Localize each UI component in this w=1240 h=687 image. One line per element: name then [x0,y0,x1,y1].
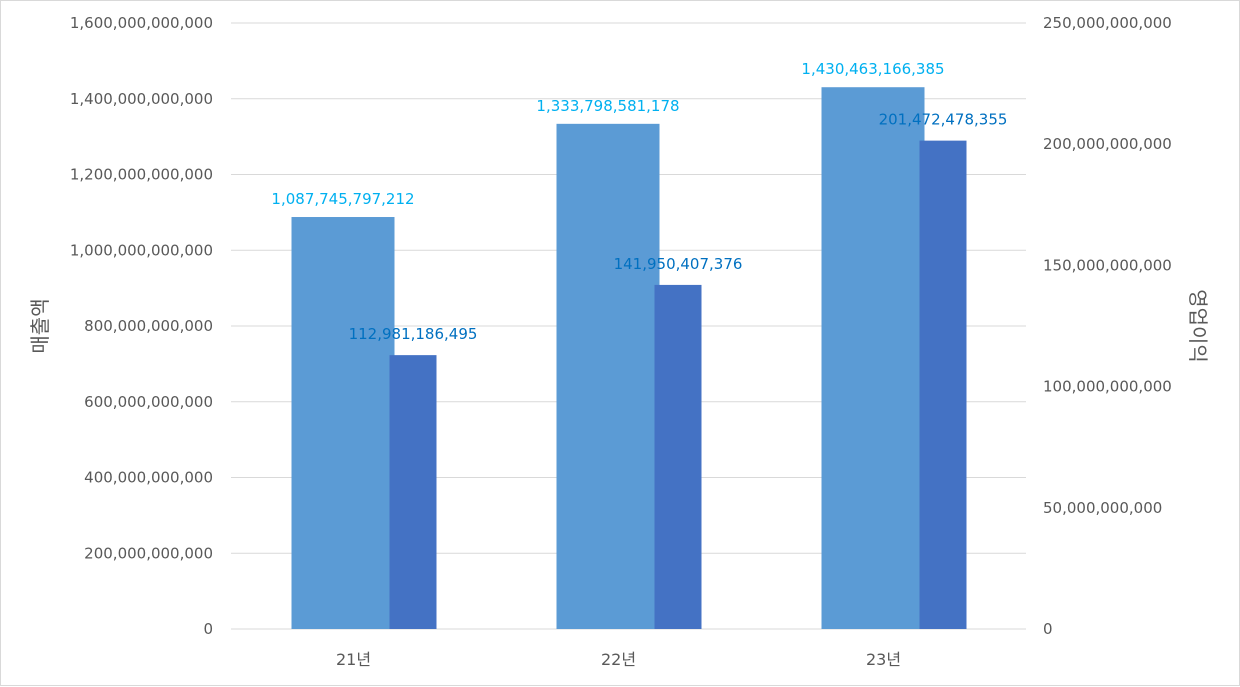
left-tick-label: 0 [203,620,213,638]
left-tick-label: 200,000,000,000 [84,544,213,562]
data-label-revenue: 1,087,745,797,212 [271,190,414,208]
right-tick-label: 100,000,000,000 [1043,378,1172,396]
category-label: 23년 [866,650,901,669]
left-tick-label: 1,600,000,000,000 [70,14,213,32]
left-tick-label: 600,000,000,000 [84,393,213,411]
category-label: 21년 [336,650,371,669]
right-tick-label: 50,000,000,000 [1043,499,1162,517]
right-tick-label: 150,000,000,000 [1043,256,1172,274]
category-label: 22년 [601,650,636,669]
data-label-revenue: 1,333,798,581,178 [536,97,679,115]
right-tick-label: 200,000,000,000 [1043,135,1172,153]
data-label-operating-profit: 201,472,478,355 [879,111,1008,129]
left-tick-label: 800,000,000,000 [84,317,213,335]
left-tick-label: 1,400,000,000,000 [70,90,213,108]
left-axis-title: 매출액 [28,298,52,353]
bar-operating-profit [389,355,437,629]
right-tick-label: 250,000,000,000 [1043,14,1172,32]
left-tick-label: 1,000,000,000,000 [70,241,213,259]
bar-revenue [556,123,660,629]
data-label-operating-profit: 141,950,407,376 [614,255,743,273]
bars [291,87,967,629]
category-labels: 21년 22년 23년 [336,650,901,669]
bar-operating-profit [654,284,702,629]
left-tick-label: 400,000,000,000 [84,469,213,487]
left-axis-ticks: 0 200,000,000,000 400,000,000,000 600,000,0… [70,14,213,638]
data-label-operating-profit: 112,981,186,495 [349,325,478,343]
right-tick-label: 0 [1043,620,1053,638]
right-axis-ticks: 0 50,000,000,000 100,000,000,000 150,000,00… [1043,14,1172,638]
right-axis-title: 영업이익 [1186,289,1210,363]
left-tick-label: 1,200,000,000,000 [70,166,213,184]
bar-operating-profit [919,140,967,629]
bar-revenue [821,87,925,629]
data-label-revenue: 1,430,463,166,385 [801,60,944,78]
bar-revenue [291,217,395,629]
data-labels: 1,087,745,797,212 112,981,186,495 1,333,79… [271,60,1007,343]
